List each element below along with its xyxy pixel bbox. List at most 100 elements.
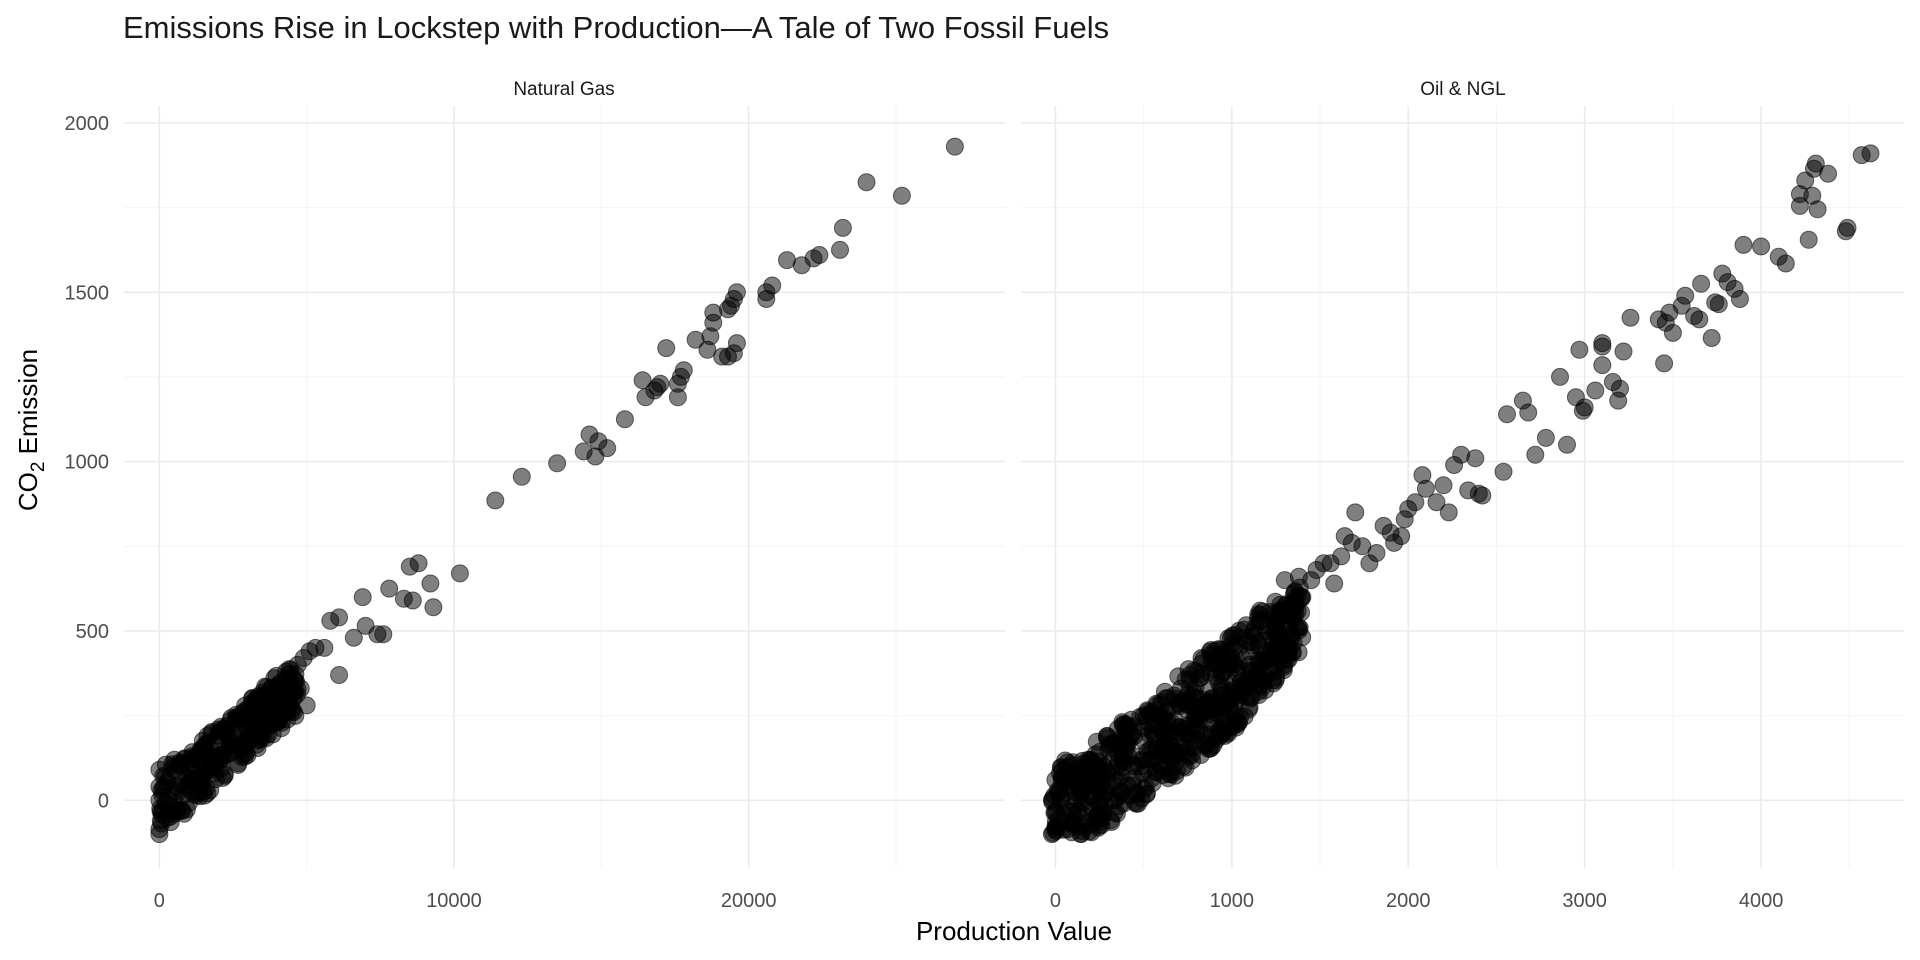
data-point	[330, 666, 349, 684]
data-point	[1360, 554, 1379, 573]
y-tick-label: 500	[76, 621, 109, 643]
data-point	[380, 579, 399, 598]
data-point	[1214, 655, 1232, 674]
data-point	[574, 442, 593, 461]
data-point	[1176, 758, 1195, 777]
data-point	[1395, 510, 1414, 529]
data-point	[1221, 696, 1239, 715]
data-point	[1090, 777, 1109, 796]
data-point	[1346, 503, 1365, 522]
data-points	[150, 137, 1880, 844]
data-point	[1494, 462, 1513, 481]
data-point	[833, 218, 852, 237]
data-point	[1064, 764, 1082, 783]
data-point	[1222, 635, 1241, 654]
y-tick-label: 2000	[65, 113, 110, 135]
data-point	[1143, 740, 1162, 759]
data-point	[1134, 706, 1153, 725]
data-point	[1586, 381, 1605, 400]
data-point	[150, 825, 169, 844]
data-point	[1685, 307, 1704, 325]
data-point	[1227, 715, 1246, 734]
data-point	[291, 679, 310, 698]
facet-label-natural-gas: Natural Gas	[513, 79, 614, 100]
data-point	[1071, 825, 1090, 843]
x-tick-label: 10000	[426, 890, 482, 912]
data-point	[1790, 196, 1809, 215]
data-point	[1187, 662, 1206, 681]
data-point	[1808, 200, 1827, 219]
data-point	[831, 240, 849, 259]
data-point	[1603, 373, 1622, 391]
x-tick-label: 3000	[1562, 890, 1607, 912]
x-axis-title: Production Value	[916, 916, 1112, 946]
x-tick-label: 4000	[1739, 890, 1784, 912]
data-point	[1445, 456, 1464, 474]
data-point	[1702, 329, 1721, 347]
data-point	[1570, 340, 1589, 359]
data-point	[657, 339, 676, 358]
data-point	[548, 454, 567, 473]
data-point	[1713, 264, 1732, 283]
data-point	[356, 616, 375, 635]
data-point	[1081, 750, 1100, 769]
data-point	[1137, 785, 1156, 804]
data-point	[344, 628, 363, 647]
x-tick-label: 2000	[1386, 890, 1431, 912]
data-point	[719, 300, 737, 319]
data-point	[1799, 230, 1818, 249]
data-point	[1374, 516, 1393, 535]
data-point	[1593, 334, 1612, 353]
data-point	[1335, 527, 1354, 546]
data-point	[421, 574, 440, 593]
data-point	[1092, 809, 1111, 828]
data-point	[1117, 723, 1135, 742]
data-point	[1153, 766, 1172, 784]
y-tick-label: 0	[98, 790, 109, 812]
data-point	[1240, 642, 1259, 661]
data-point	[1734, 235, 1753, 254]
data-point	[1413, 466, 1432, 485]
data-point	[486, 491, 505, 510]
data-point	[321, 611, 340, 630]
data-point	[1752, 237, 1771, 256]
data-point	[1614, 342, 1633, 361]
data-point	[1649, 310, 1668, 329]
data-point	[150, 760, 169, 779]
data-point	[580, 425, 599, 444]
data-point	[1143, 721, 1161, 740]
data-point	[945, 137, 964, 156]
data-point	[1042, 791, 1061, 810]
data-point	[394, 589, 413, 608]
data-point	[1536, 428, 1555, 447]
x-tick-label: 0	[154, 890, 165, 912]
y-tick-label: 1500	[65, 282, 110, 304]
data-point	[668, 388, 687, 407]
data-point	[757, 290, 776, 308]
facet-label-oil-ngl: Oil & NGL	[1420, 79, 1506, 100]
data-point	[1459, 481, 1478, 500]
data-point	[1114, 794, 1133, 813]
data-point	[1125, 757, 1144, 776]
data-point	[1621, 308, 1640, 327]
data-point	[353, 588, 372, 607]
data-point	[1242, 688, 1261, 706]
data-point	[1609, 391, 1628, 410]
data-point	[1551, 367, 1569, 386]
data-point	[857, 173, 876, 192]
data-point	[1498, 405, 1516, 424]
data-point	[450, 564, 469, 583]
data-point	[1046, 770, 1065, 789]
data-point	[277, 693, 296, 712]
y-axis-title: CO2 Emission	[13, 349, 49, 511]
data-point	[150, 791, 169, 810]
data-point	[698, 340, 717, 359]
data-point	[1072, 791, 1091, 810]
data-point	[1558, 435, 1576, 454]
data-point	[1267, 668, 1286, 687]
data-point	[1325, 574, 1344, 593]
data-point	[1196, 696, 1215, 715]
data-point	[1152, 696, 1171, 715]
data-point	[512, 467, 531, 486]
